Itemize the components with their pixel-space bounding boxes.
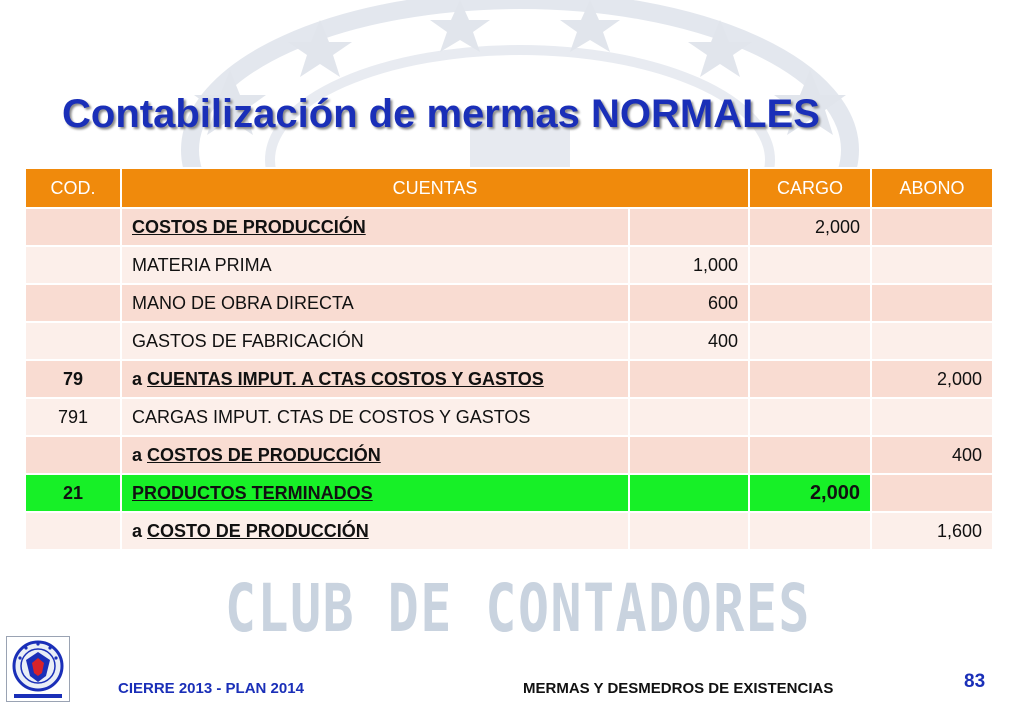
table-row: a COSTOS DE PRODUCCIÓN 400 — [24, 435, 994, 475]
cell-abono — [870, 321, 994, 361]
page-number: 83 — [964, 671, 986, 692]
cell-sub-amount: 400 — [628, 321, 750, 361]
cell-cargo — [748, 321, 872, 361]
account-name: COSTOS DE PRODUCCIÓN — [132, 216, 366, 237]
account-name: GASTOS DE FABRICACIÓN — [132, 330, 364, 351]
account-name: CUENTAS IMPUT. A CTAS COSTOS Y GASTOS — [147, 368, 544, 389]
account-name: PRODUCTOS TERMINADOS — [132, 482, 373, 503]
account-prefix: a — [132, 444, 148, 465]
cell-account: MATERIA PRIMA — [120, 245, 630, 285]
cell-cod — [24, 321, 122, 361]
table-row: a COSTO DE PRODUCCIÓN 1,600 — [24, 511, 994, 551]
account-name: COSTO DE PRODUCCIÓN — [147, 520, 369, 541]
cell-account: a COSTO DE PRODUCCIÓN — [120, 511, 630, 551]
table-row: MATERIA PRIMA 1,000 — [24, 245, 994, 285]
table-row: 791 CARGAS IMPUT. CTAS DE COSTOS Y GASTO… — [24, 397, 994, 437]
cell-abono — [870, 245, 994, 285]
header-cargo: CARGO — [748, 167, 872, 209]
cell-cargo — [748, 359, 872, 399]
cell-account: COSTOS DE PRODUCCIÓN — [120, 207, 630, 247]
cell-account: CARGAS IMPUT. CTAS DE COSTOS Y GASTOS — [120, 397, 630, 437]
header-cod: COD. — [24, 167, 122, 209]
header-cuentas: CUENTAS — [120, 167, 750, 209]
cell-cargo — [748, 397, 872, 437]
account-name: MANO DE OBRA DIRECTA — [132, 292, 354, 313]
cell-abono: 400 — [870, 435, 994, 475]
cell-cargo — [748, 245, 872, 285]
watermark-seal-icon — [181, 0, 859, 170]
account-prefix: a — [132, 520, 148, 541]
cell-sub-amount — [628, 207, 750, 247]
cell-sub-amount — [628, 473, 750, 513]
cell-account: MANO DE OBRA DIRECTA — [120, 283, 630, 323]
cell-account: a COSTOS DE PRODUCCIÓN — [120, 435, 630, 475]
cell-cargo — [748, 435, 872, 475]
club-de-contadores-seal-icon — [6, 636, 70, 702]
account-name: COSTOS DE PRODUCCIÓN — [147, 444, 381, 465]
cell-abono — [870, 397, 994, 437]
table-row-highlighted: 21 PRODUCTOS TERMINADOS 2,000 — [24, 473, 994, 513]
cell-sub-amount: 1,000 — [628, 245, 750, 285]
footer-left-text: CIERRE 2013 - PLAN 2014 — [118, 680, 304, 697]
cell-sub-amount — [628, 359, 750, 399]
account-name: CARGAS IMPUT. CTAS DE COSTOS Y GASTOS — [132, 406, 531, 427]
table-row: MANO DE OBRA DIRECTA 600 — [24, 283, 994, 323]
cell-sub-amount — [628, 397, 750, 437]
cell-cod — [24, 435, 122, 475]
watermark-club-de-contadores: CLUB DE CONTADORES — [225, 570, 811, 647]
cell-abono — [870, 473, 994, 513]
cell-account: GASTOS DE FABRICACIÓN — [120, 321, 630, 361]
cell-cargo: 2,000 — [748, 207, 872, 247]
cell-sub-amount: 600 — [628, 283, 750, 323]
account-name: MATERIA PRIMA — [132, 254, 272, 275]
footer-right-text: MERMAS Y DESMEDROS DE EXISTENCIAS — [523, 680, 834, 697]
cell-abono — [870, 283, 994, 323]
account-prefix: a — [132, 368, 148, 389]
table-row: COSTOS DE PRODUCCIÓN 2,000 — [24, 207, 994, 247]
cell-cod — [24, 207, 122, 247]
slide-title: Contabilización de mermas NORMALES — [62, 92, 820, 136]
cell-cargo: 2,000 — [748, 473, 872, 513]
table-row: 79 a CUENTAS IMPUT. A CTAS COSTOS Y GAST… — [24, 359, 994, 399]
cell-cargo — [748, 511, 872, 551]
cell-cargo — [748, 283, 872, 323]
header-abono: ABONO — [870, 167, 994, 209]
cell-cod: 79 — [24, 359, 122, 399]
cell-account: a CUENTAS IMPUT. A CTAS COSTOS Y GASTOS — [120, 359, 630, 399]
cell-abono — [870, 207, 994, 247]
cell-cod — [24, 245, 122, 285]
cell-sub-amount — [628, 435, 750, 475]
cell-cod: 791 — [24, 397, 122, 437]
cell-account: PRODUCTOS TERMINADOS — [120, 473, 630, 513]
cell-abono: 2,000 — [870, 359, 994, 399]
cell-cod — [24, 283, 122, 323]
cell-cod: 21 — [24, 473, 122, 513]
table-row: GASTOS DE FABRICACIÓN 400 — [24, 321, 994, 361]
cell-cod — [24, 511, 122, 551]
cell-abono: 1,600 — [870, 511, 994, 551]
table-header-row: COD. CUENTAS CARGO ABONO — [24, 167, 994, 209]
accounting-entry-table: COD. CUENTAS CARGO ABONO COSTOS DE PRODU… — [24, 167, 994, 551]
cell-sub-amount — [628, 511, 750, 551]
